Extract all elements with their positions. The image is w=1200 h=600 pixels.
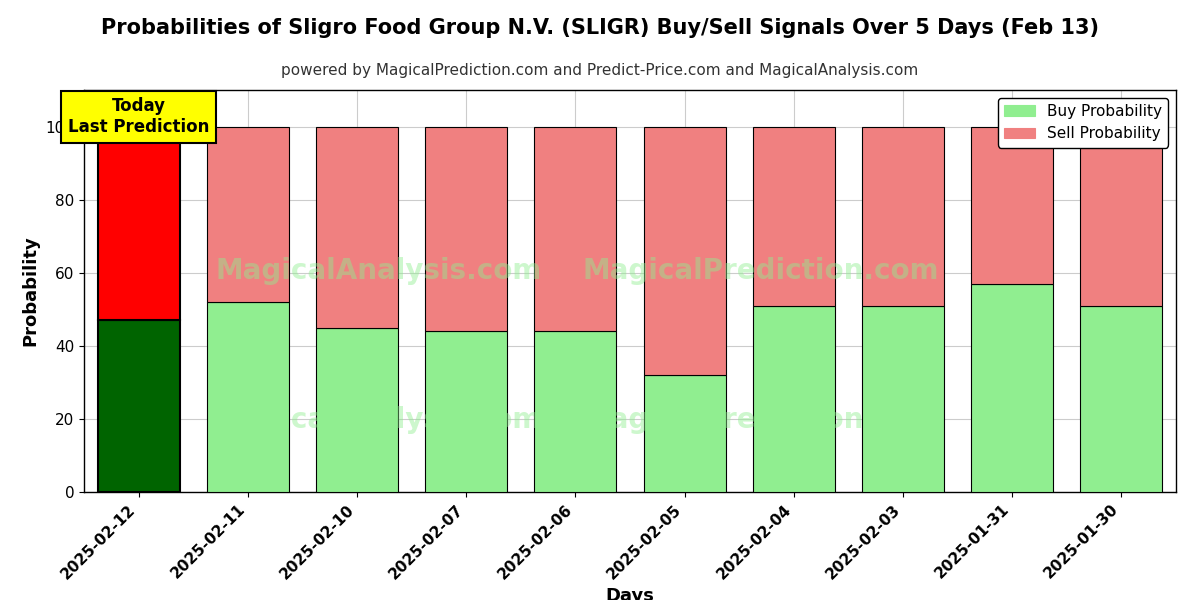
Bar — [97, 127, 180, 320]
Bar — [971, 284, 1054, 492]
Bar — [425, 127, 508, 331]
Bar — [534, 127, 617, 331]
Text: powered by MagicalPrediction.com and Predict-Price.com and MagicalAnalysis.com: powered by MagicalPrediction.com and Pre… — [281, 63, 919, 78]
Bar — [643, 375, 726, 492]
Bar — [534, 331, 617, 492]
Text: MagicalPrediction.com: MagicalPrediction.com — [583, 257, 940, 285]
Bar — [862, 127, 944, 305]
Bar — [971, 127, 1054, 284]
Bar — [206, 127, 289, 302]
Y-axis label: Probability: Probability — [22, 236, 40, 346]
Bar — [316, 127, 398, 328]
Bar — [752, 127, 835, 305]
Bar — [1080, 127, 1163, 305]
Bar — [97, 320, 180, 492]
Text: Probabilities of Sligro Food Group N.V. (SLIGR) Buy/Sell Signals Over 5 Days (Fe: Probabilities of Sligro Food Group N.V. … — [101, 18, 1099, 38]
Text: MagicalPrediction.com: MagicalPrediction.com — [583, 406, 940, 434]
X-axis label: Days: Days — [606, 587, 654, 600]
Bar — [316, 328, 398, 492]
Text: MagicalAnalysis.com: MagicalAnalysis.com — [216, 257, 542, 285]
Bar — [643, 127, 726, 375]
Bar — [206, 302, 289, 492]
Text: MagicalAnalysis.com: MagicalAnalysis.com — [216, 406, 542, 434]
Bar — [1080, 305, 1163, 492]
Legend: Buy Probability, Sell Probability: Buy Probability, Sell Probability — [998, 98, 1169, 148]
Bar — [752, 305, 835, 492]
Bar — [425, 331, 508, 492]
Text: Today
Last Prediction: Today Last Prediction — [68, 97, 209, 136]
Bar — [862, 305, 944, 492]
